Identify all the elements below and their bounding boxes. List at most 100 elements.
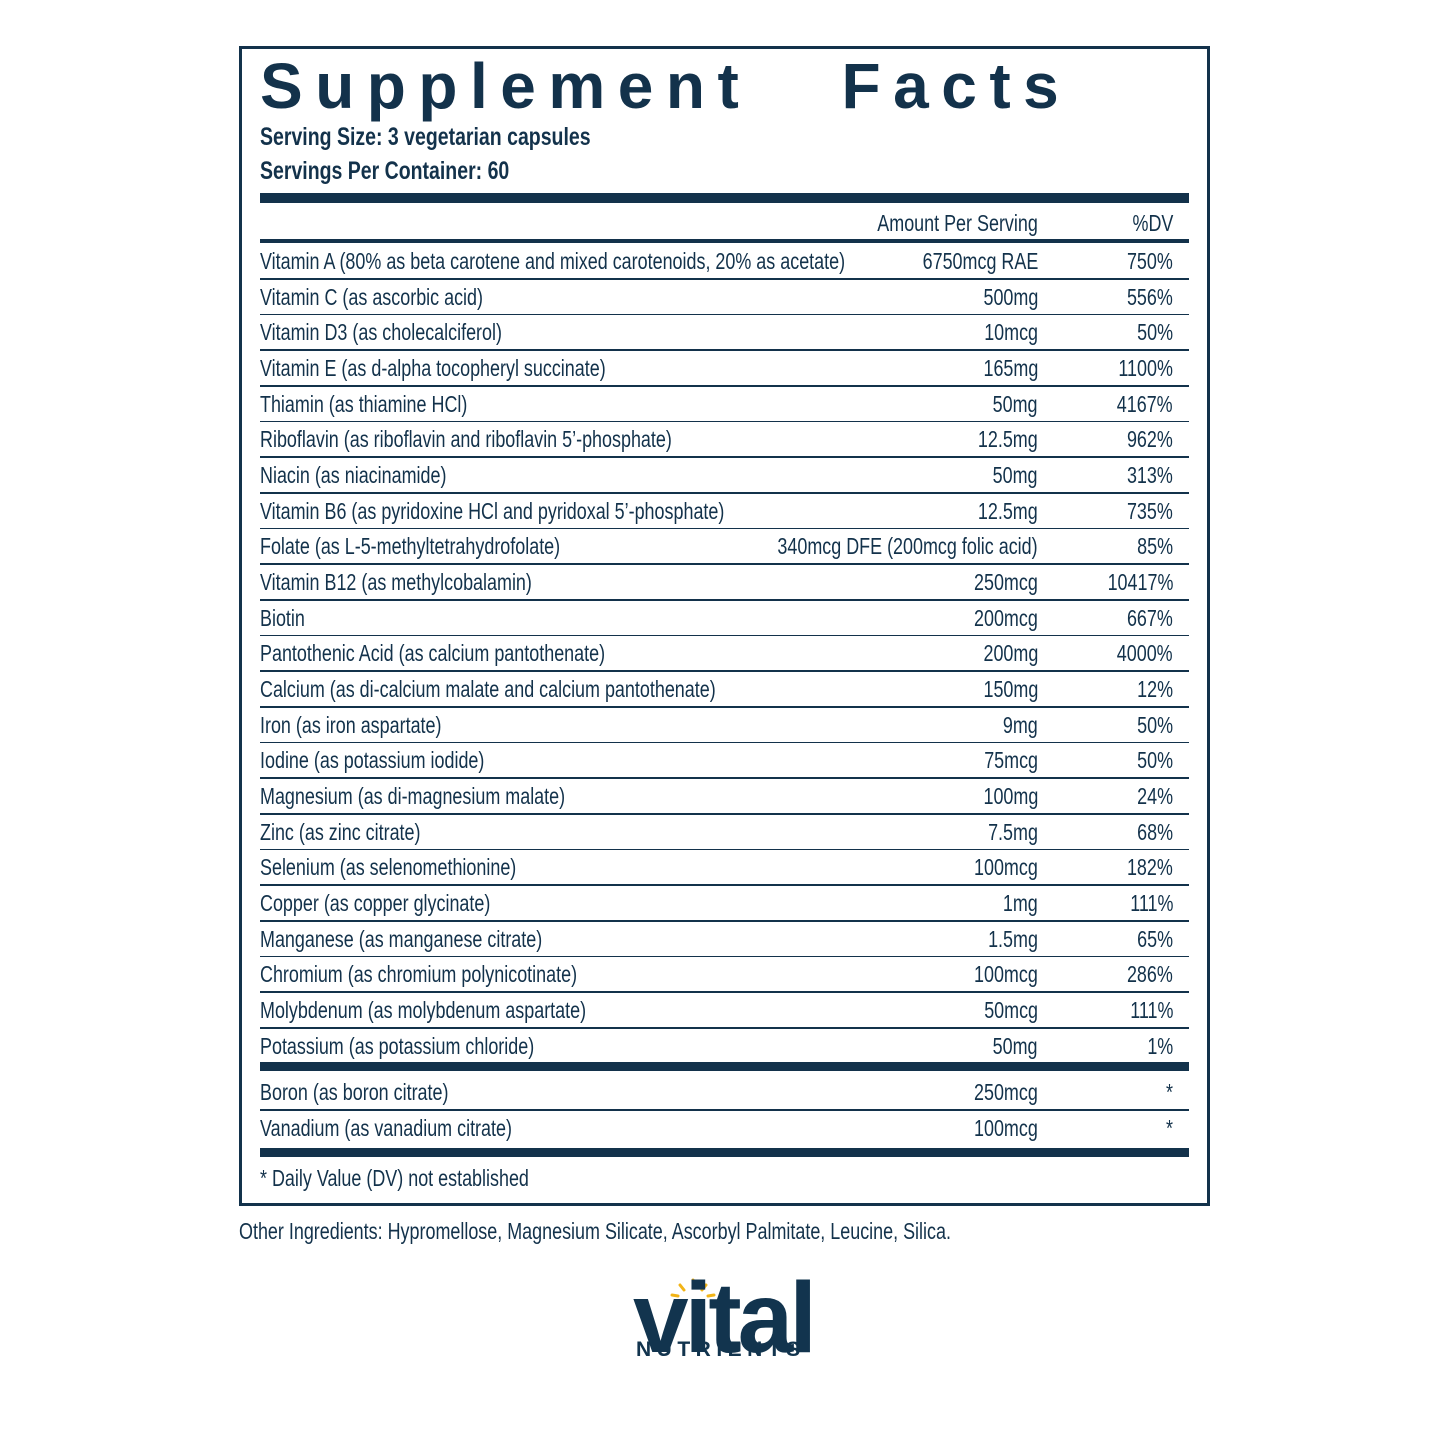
column-header: Amount Per Serving xyxy=(877,210,1038,236)
amount: 250mcg xyxy=(974,569,1038,596)
amount: 165mg xyxy=(983,355,1038,381)
daily-value: 10417% xyxy=(1107,569,1173,596)
serving-size: Serving Size: 3 vegetarian capsules xyxy=(260,123,591,151)
logo-tagline: NUTRIENTS xyxy=(636,1338,806,1361)
daily-value: 962% xyxy=(1127,426,1173,453)
column-header: %DV xyxy=(1132,210,1173,236)
amount: 12.5mg xyxy=(978,426,1038,453)
row-rule xyxy=(260,634,1189,637)
row-rule xyxy=(260,670,1189,672)
nutrient-name: Riboflavin (as riboflavin and riboflavin… xyxy=(260,426,672,453)
thick-rule xyxy=(260,193,1189,203)
amount: 100mcg xyxy=(974,961,1038,988)
row-rule xyxy=(260,741,1189,744)
row-rule xyxy=(260,920,1189,922)
sun-icon xyxy=(670,1278,716,1298)
nutrient-name: Vitamin B6 (as pyridoxine HCl and pyrido… xyxy=(260,497,725,524)
row-rule xyxy=(260,991,1189,993)
nutrient-name: Molybdenum (as molybdenum aspartate) xyxy=(260,997,587,1024)
nutrient-name: Copper (as copper glycinate) xyxy=(260,890,491,917)
row-rule xyxy=(260,349,1189,351)
daily-value: 111% xyxy=(1129,890,1173,917)
daily-value: 111% xyxy=(1129,997,1173,1024)
daily-value: 68% xyxy=(1137,818,1173,845)
row-rule xyxy=(260,599,1189,601)
nutrient-name: Vanadium (as vanadium citrate) xyxy=(260,1115,512,1141)
nutrient-name: Niacin (as niacinamide) xyxy=(260,462,447,489)
daily-value: 50% xyxy=(1137,711,1173,738)
daily-value: 182% xyxy=(1127,854,1173,881)
row-rule xyxy=(260,492,1189,494)
facts-panel xyxy=(239,46,1210,1206)
row-rule xyxy=(260,313,1189,316)
daily-value: 24% xyxy=(1137,783,1173,810)
row-rule xyxy=(260,706,1189,708)
amount: 50mg xyxy=(993,390,1038,417)
daily-value: 85% xyxy=(1137,533,1173,560)
row-rule xyxy=(260,848,1189,851)
thick-rule xyxy=(260,1062,1189,1071)
daily-value: 313% xyxy=(1127,462,1173,489)
thick-rule xyxy=(260,1148,1189,1157)
amount: 50mg xyxy=(993,1032,1038,1059)
daily-value: 4167% xyxy=(1117,390,1173,417)
daily-value: 50% xyxy=(1137,319,1173,346)
row-rule xyxy=(260,563,1189,565)
row-rule xyxy=(260,884,1189,886)
amount: 75mcg xyxy=(984,747,1038,774)
amount: 500mg xyxy=(983,283,1038,310)
nutrient-name: Potassium (as potassium chloride) xyxy=(260,1032,535,1059)
row-rule xyxy=(260,813,1189,815)
header-rule xyxy=(260,239,1189,243)
daily-value: 12% xyxy=(1137,676,1173,703)
servings-per-container: Servings Per Container: 60 xyxy=(260,157,510,185)
nutrient-name: Thiamin (as thiamine HCl) xyxy=(260,390,468,417)
amount: 10mcg xyxy=(984,319,1038,346)
amount: 50mcg xyxy=(984,997,1038,1024)
amount: 7.5mg xyxy=(988,818,1038,845)
title: Supplement Facts xyxy=(260,50,1072,122)
row-rule xyxy=(260,777,1189,779)
daily-value: 735% xyxy=(1127,497,1173,524)
logo-name: vital xyxy=(632,1262,817,1374)
daily-value: * xyxy=(1166,1115,1173,1141)
amount: 1.5mg xyxy=(988,925,1038,952)
amount: 12.5mg xyxy=(978,497,1038,524)
nutrient-name: Calcium (as di-calcium malate and calciu… xyxy=(260,676,716,703)
daily-value: 4000% xyxy=(1117,640,1173,667)
amount: 50mg xyxy=(993,462,1038,489)
amount: 200mcg xyxy=(974,604,1038,631)
daily-value: 1% xyxy=(1147,1032,1173,1059)
daily-value: 50% xyxy=(1137,747,1173,774)
nutrient-name: Zinc (as zinc citrate) xyxy=(260,818,421,845)
daily-value: 556% xyxy=(1127,283,1173,310)
nutrient-name: Boron (as boron citrate) xyxy=(260,1079,449,1105)
other-ingredients: Other Ingredients: Hypromellose, Magnesi… xyxy=(239,1218,951,1244)
footnote: * Daily Value (DV) not established xyxy=(260,1165,529,1191)
nutrient-name: Pantothenic Acid (as calcium pantothenat… xyxy=(260,640,606,667)
amount: 150mg xyxy=(983,676,1038,703)
daily-value: 667% xyxy=(1127,604,1173,631)
nutrient-name: Iron (as iron aspartate) xyxy=(260,711,442,738)
amount: 200mg xyxy=(983,640,1038,667)
amount: 250mcg xyxy=(974,1079,1038,1105)
row-rule xyxy=(260,456,1189,458)
daily-value: 1100% xyxy=(1118,355,1173,381)
nutrient-name: Magnesium (as di-magnesium malate) xyxy=(260,783,566,810)
daily-value: 750% xyxy=(1127,248,1173,274)
nutrient-name: Vitamin D3 (as cholecalciferol) xyxy=(260,319,502,346)
nutrient-name: Vitamin B12 (as methylcobalamin) xyxy=(260,569,532,596)
amount: 100mg xyxy=(983,783,1038,810)
row-rule xyxy=(260,1109,1189,1111)
nutrient-name: Selenium (as selenomethionine) xyxy=(260,854,517,881)
nutrient-name: Vitamin A (80% as beta carotene and mixe… xyxy=(260,248,846,274)
nutrient-name: Iodine (as potassium iodide) xyxy=(260,747,485,774)
row-rule xyxy=(260,955,1189,958)
amount: 6750mcg RAE xyxy=(922,248,1038,274)
daily-value: * xyxy=(1166,1079,1173,1105)
nutrient-name: Biotin xyxy=(260,604,305,631)
nutrient-name: Folate (as L-5-methyltetrahydrofolate) xyxy=(260,533,561,560)
row-rule xyxy=(260,527,1189,530)
amount: 100mcg xyxy=(974,1115,1038,1141)
